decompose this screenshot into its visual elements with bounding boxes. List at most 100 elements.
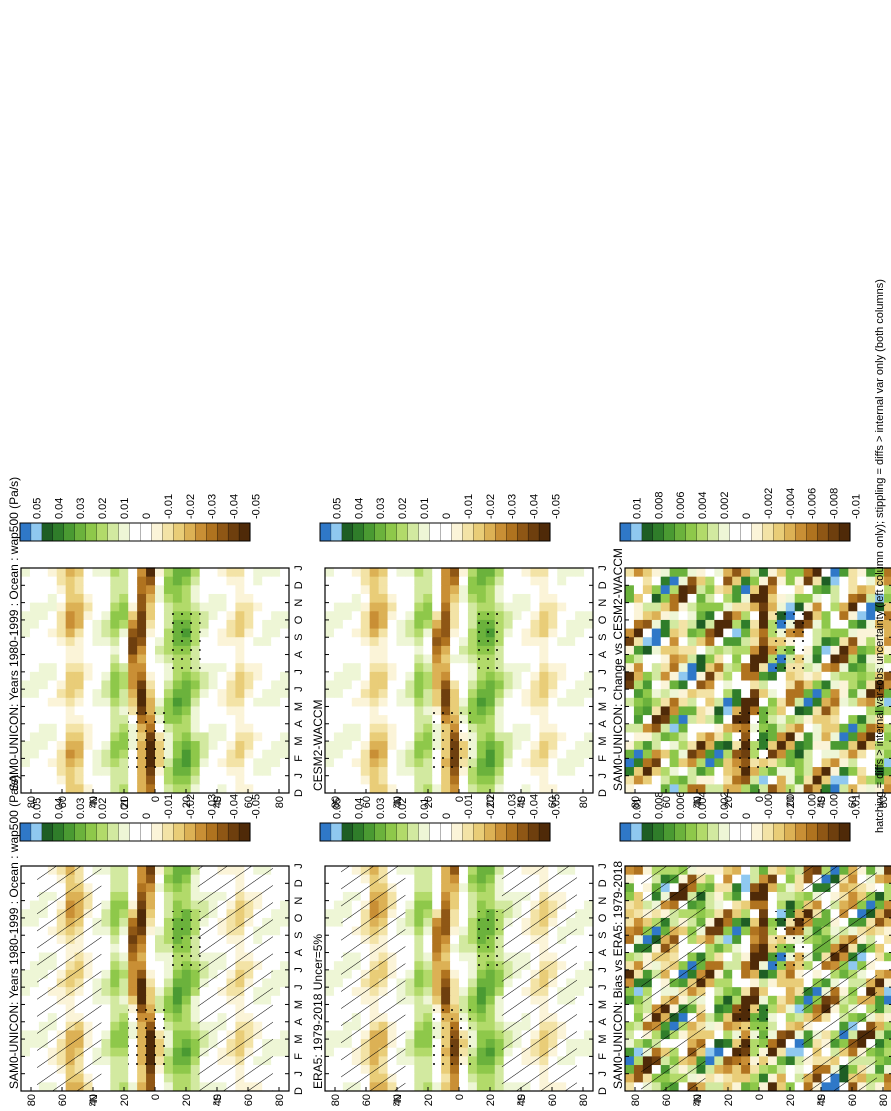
heatmap-cell — [369, 610, 380, 620]
heatmap-cell — [830, 679, 841, 690]
heatmap-cell — [759, 1073, 769, 1083]
heatmap-cell — [333, 593, 344, 603]
heatmap-cell — [575, 882, 585, 892]
heatmap-cell — [163, 874, 174, 884]
x-tick-label: J — [293, 967, 305, 973]
heatmap-cell — [530, 653, 541, 664]
heatmap-cell — [485, 969, 496, 979]
heatmap-cell — [625, 900, 635, 910]
heatmap-cell — [235, 766, 245, 776]
heatmap-cell — [651, 714, 662, 724]
colorbar-label: -0.04 — [229, 494, 241, 519]
heatmap-cell — [405, 1073, 415, 1083]
heatmap-cell — [271, 951, 281, 962]
heatmap-cell — [714, 943, 724, 953]
heatmap-cell — [714, 925, 724, 936]
heatmap-cell — [723, 679, 733, 690]
heatmap-cell — [199, 688, 210, 698]
heatmap-cell — [65, 602, 76, 612]
heatmap-cell — [208, 775, 219, 785]
heatmap-cell — [503, 576, 514, 586]
heatmap-cell — [467, 584, 478, 594]
heatmap-cell — [163, 584, 174, 594]
heatmap-cell — [378, 714, 389, 724]
heatmap-cell — [101, 951, 111, 962]
heatmap-cell — [405, 723, 415, 733]
heatmap-cell — [405, 775, 415, 785]
heatmap-cell — [271, 934, 281, 944]
heatmap-cell — [128, 567, 138, 577]
y-tick-label: 80 — [26, 796, 38, 808]
heatmap-cell — [226, 775, 236, 785]
heatmap-cell — [785, 1021, 796, 1031]
heatmap-cell — [190, 671, 201, 681]
heatmap-cell — [521, 714, 532, 724]
heatmap-cell — [875, 917, 885, 927]
heatmap-cell — [875, 865, 885, 875]
heatmap-cell — [633, 645, 644, 655]
colorbar-swatch — [107, 522, 120, 542]
heatmap-cell — [575, 627, 585, 638]
heatmap-cell — [714, 1003, 724, 1014]
heatmap-cell — [705, 960, 715, 970]
heatmap-cell — [485, 1055, 496, 1066]
y-tick-label: 60 — [847, 1094, 859, 1106]
heatmap-cell — [163, 995, 174, 1005]
heatmap-cell — [351, 679, 362, 690]
heatmap-cell — [557, 593, 567, 603]
heatmap-cell — [101, 1073, 111, 1083]
heatmap-cell — [776, 714, 787, 724]
heatmap-cell — [875, 1064, 885, 1074]
heatmap-cell — [557, 671, 567, 681]
heatmap-cell — [575, 740, 585, 750]
heatmap-cell — [119, 653, 129, 664]
heatmap-cell — [642, 740, 653, 750]
colorbar-label: -0.01 — [463, 494, 475, 519]
heatmap-cell — [678, 662, 689, 672]
x-tick-label: M — [293, 702, 305, 711]
heatmap-cell — [866, 662, 876, 672]
heatmap-cell — [503, 627, 514, 638]
heatmap-cell — [432, 576, 442, 586]
heatmap-cell — [325, 766, 335, 776]
heatmap-cell — [441, 610, 451, 620]
heatmap-cell — [503, 714, 514, 724]
heatmap-cell — [467, 593, 478, 603]
heatmap-cell — [584, 951, 594, 962]
heatmap-cell — [423, 917, 433, 927]
heatmap-cell — [423, 653, 433, 664]
heatmap-cell — [669, 783, 680, 793]
heatmap-cell — [450, 977, 460, 988]
heatmap-cell — [794, 740, 805, 750]
colorbar-label: -0.01 — [850, 794, 862, 819]
heatmap-cell — [884, 714, 891, 724]
heatmap-cell — [110, 1047, 120, 1057]
heatmap-cell — [521, 602, 532, 612]
heatmap-cell — [521, 757, 532, 768]
heatmap-cell — [875, 636, 885, 646]
heatmap-cell — [396, 593, 407, 603]
heatmap-cell — [217, 584, 228, 594]
hatching-band-north — [341, 866, 406, 1091]
heatmap-cell — [875, 775, 885, 785]
heatmap-cell — [557, 584, 567, 594]
heatmap-cell — [351, 775, 362, 785]
heatmap-cell — [575, 688, 585, 698]
heatmap-cell — [217, 619, 228, 629]
heatmap-cell — [271, 662, 281, 672]
heatmap-cell — [803, 783, 814, 793]
heatmap-cell — [732, 917, 742, 927]
heatmap-cell — [119, 1038, 129, 1048]
heatmap-cell — [29, 723, 40, 733]
heatmap-cell — [146, 1073, 156, 1083]
heatmap-cell — [146, 934, 156, 944]
heatmap-cell — [137, 865, 147, 875]
heatmap-cell — [325, 1081, 335, 1091]
heatmap-cell — [494, 671, 505, 681]
heatmap-cell — [503, 740, 514, 750]
colorbar-swatch — [151, 822, 163, 842]
heatmap-cell — [92, 662, 102, 672]
heatmap-cell — [557, 567, 567, 577]
heatmap-cell — [342, 740, 353, 750]
x-tick-label: N — [293, 599, 305, 607]
